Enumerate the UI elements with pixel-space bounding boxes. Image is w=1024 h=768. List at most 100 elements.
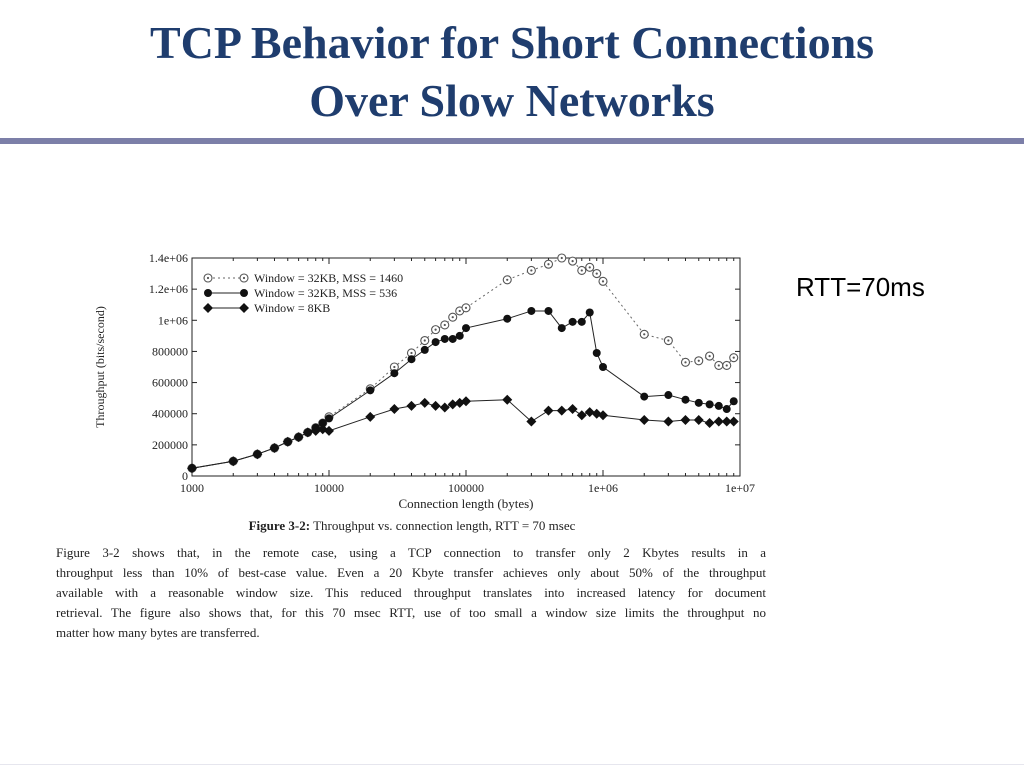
data-point (502, 394, 513, 405)
data-point (302, 427, 313, 438)
data-point (324, 425, 334, 436)
data-point (293, 432, 304, 443)
data-point (721, 416, 732, 427)
data-point (503, 314, 512, 323)
legend-marker-center (206, 276, 210, 280)
data-point-center (725, 364, 728, 367)
y-tick-label: 800000 (152, 344, 188, 358)
data-point (454, 397, 465, 408)
paragraph-line: available with a reasonable window size.… (56, 585, 766, 600)
data-point (366, 386, 375, 395)
data-point (407, 355, 416, 364)
data-point-center (423, 339, 426, 342)
y-tick-label: 1e+06 (158, 313, 188, 327)
x-tick-label: 1e+06 (588, 481, 618, 495)
data-point (704, 418, 715, 429)
data-point (430, 400, 441, 411)
y-tick-label: 200000 (152, 438, 188, 452)
data-point-center (434, 328, 437, 331)
figure-caption: Figure 3-2: Throughput vs. connection le… (56, 518, 768, 534)
paragraph-line: Figure 3-2 shows that, in the remote cas… (56, 545, 766, 560)
footer-rule (0, 764, 1024, 765)
data-point-center (443, 323, 446, 327)
data-point-center (580, 269, 583, 272)
data-point (310, 425, 321, 436)
data-point (640, 392, 649, 401)
data-point (663, 416, 674, 427)
data-point-center (410, 351, 413, 355)
data-point (556, 405, 567, 416)
data-point (664, 391, 673, 400)
data-point (431, 338, 440, 347)
y-tick-label: 600000 (152, 376, 188, 390)
legend-marker (204, 289, 212, 297)
title-divider (0, 138, 1024, 144)
data-point (567, 404, 578, 415)
data-point (568, 317, 577, 326)
paragraph-line: matter how many bytes are transferred. (56, 625, 260, 640)
data-point-center (560, 256, 563, 260)
data-point (543, 405, 554, 416)
data-point (282, 436, 293, 447)
legend-marker-center (242, 276, 246, 280)
data-point (722, 405, 731, 414)
data-point (681, 395, 690, 404)
data-point-center (506, 278, 509, 281)
data-point (269, 442, 280, 453)
data-point (389, 404, 400, 415)
data-point (576, 410, 587, 421)
paragraph-line: throughput less than 10% of best-case va… (56, 565, 766, 580)
throughput-chart: 0 200000 400000 600000 800000 1e+06 1.2e+06 1.4… (93, 251, 755, 511)
legend-label: Window = 32KB, MSS = 1460 (254, 271, 403, 285)
y-tick-label: 0 (182, 469, 188, 483)
legend-label: Window = 32KB, MSS = 536 (254, 286, 397, 300)
data-point-center (595, 272, 598, 275)
y-axis-label: Throughput (bits/second) (93, 306, 107, 428)
data-point (705, 400, 714, 409)
figure-caption-label: Figure 3-2: (248, 518, 311, 533)
data-point-center (451, 316, 454, 319)
data-point (439, 402, 450, 413)
data-point-center (601, 280, 605, 283)
data-point (390, 369, 399, 378)
data-point (406, 400, 417, 411)
data-point (592, 348, 601, 357)
slide-title: TCP Behavior for Short Connections Over … (0, 14, 1024, 130)
x-tick-label: 10000 (314, 481, 344, 495)
data-point (318, 419, 327, 428)
data-point (440, 334, 449, 343)
paragraph-line: retrieval. The figure also shows that, f… (56, 605, 766, 620)
rtt-note: RTT=70ms (796, 272, 925, 302)
figure-caption-text: Throughput vs. connection length, RTT = … (313, 518, 576, 533)
data-point (420, 345, 429, 354)
data-point (187, 463, 197, 474)
slide-title-line-1: TCP Behavior for Short Connections (149, 17, 875, 68)
data-point (713, 416, 724, 427)
data-point (448, 334, 457, 343)
legend-marker (203, 303, 213, 313)
data-point-center (464, 306, 468, 309)
data-point-center (667, 339, 670, 342)
data-point (680, 414, 691, 425)
data-point (585, 308, 594, 317)
data-point-center (458, 309, 461, 313)
legend-marker (239, 303, 249, 313)
data-point-center (643, 333, 646, 336)
data-point (584, 407, 595, 418)
data-point (228, 456, 239, 467)
x-tick-label: 1e+07 (725, 481, 755, 495)
data-point-center (732, 356, 735, 359)
data-point-center (708, 355, 711, 358)
data-point-center (684, 361, 687, 364)
data-point (599, 363, 607, 371)
data-point (461, 396, 471, 407)
series-window-8kb (187, 394, 739, 474)
data-point (639, 414, 650, 425)
data-point (598, 410, 608, 421)
data-point (544, 306, 553, 315)
legend-marker (240, 289, 248, 297)
data-point (728, 416, 739, 427)
data-point (447, 399, 458, 410)
y-tick-label: 1.4e+06 (149, 251, 188, 265)
data-point (694, 398, 703, 407)
